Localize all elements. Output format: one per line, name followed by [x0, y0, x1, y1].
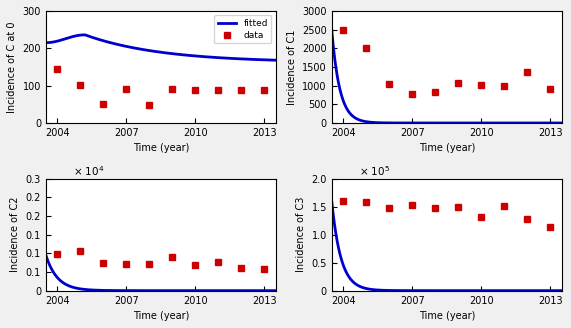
data: [54, 67, 61, 71]
fitted: [154, 50, 160, 54]
data: [77, 83, 84, 87]
fitted: [231, 57, 238, 61]
Y-axis label: Incidence of C at 0: Incidence of C at 0: [7, 21, 17, 113]
Line: data: data: [54, 65, 268, 109]
data: [192, 88, 199, 92]
X-axis label: Time (year): Time (year): [132, 311, 189, 321]
Line: fitted: fitted: [46, 35, 276, 60]
Text: $\times$ 10$^5$: $\times$ 10$^5$: [359, 165, 391, 178]
fitted: [42, 41, 49, 45]
X-axis label: Time (year): Time (year): [419, 143, 475, 154]
fitted: [152, 50, 159, 53]
X-axis label: Time (year): Time (year): [132, 143, 189, 154]
Y-axis label: Incidence of C3: Incidence of C3: [296, 197, 306, 272]
Legend: fitted, data: fitted, data: [215, 15, 271, 43]
fitted: [272, 58, 279, 62]
data: [123, 87, 130, 91]
fitted: [267, 58, 274, 62]
data: [215, 88, 222, 92]
data: [169, 87, 176, 91]
data: [238, 88, 245, 92]
data: [261, 88, 268, 92]
data: [146, 103, 153, 107]
fitted: [180, 53, 187, 57]
fitted: [81, 33, 88, 37]
Y-axis label: Incidence of C2: Incidence of C2: [10, 197, 20, 272]
data: [100, 102, 107, 106]
Text: $\times$ 10$^4$: $\times$ 10$^4$: [74, 165, 105, 178]
Y-axis label: Incidence of C1: Incidence of C1: [287, 29, 296, 105]
fitted: [167, 51, 174, 55]
X-axis label: Time (year): Time (year): [419, 311, 475, 321]
